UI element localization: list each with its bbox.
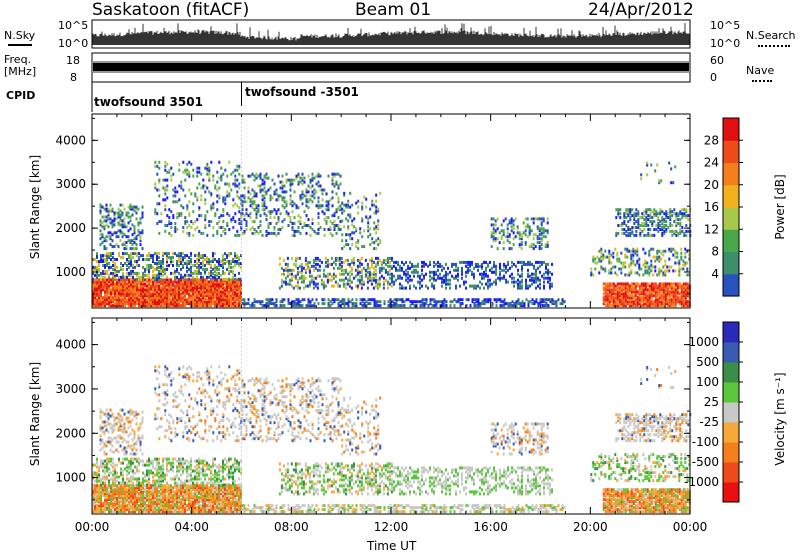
- nsky-tick-high: 10^5: [58, 19, 89, 32]
- power-colorbar-tick-label: 20: [704, 178, 719, 192]
- velocity-colorbar-segment: [723, 462, 739, 483]
- velocity-xtick-label: 00:00: [75, 520, 110, 534]
- velocity-colorbar-segment: [723, 342, 739, 363]
- freq-label: Freq.: [4, 53, 32, 66]
- velocity-colorbar-tick-label: -25: [699, 415, 719, 429]
- power-colorbar-segment: [723, 118, 739, 141]
- velocity-colorbar-frame: [722, 321, 740, 503]
- power-colorbar-tick-label: 8: [711, 245, 719, 259]
- freq-tick-high: 18: [66, 54, 80, 67]
- velocity-colorbar-segment: [723, 322, 739, 343]
- nsky-legend-line: [8, 44, 32, 46]
- nave-tick-high: 60: [710, 54, 724, 67]
- power-colorbar-label: Power [dB]: [773, 174, 787, 240]
- nsky-label: N.Sky: [4, 29, 36, 42]
- power-colorbar-tick-label: 24: [704, 156, 719, 170]
- velocity-ytick-label: 1000: [55, 471, 86, 485]
- power-ylabel: Slant Range [km]: [28, 154, 42, 260]
- nave-legend-line: [752, 80, 772, 82]
- power-colorbar-segment: [723, 251, 739, 275]
- velocity-colorbar-tick-label: 100: [696, 375, 719, 389]
- nave-label: Nave: [746, 64, 775, 77]
- power-colorbar-tick-label: 28: [704, 133, 719, 147]
- velocity-ytick-label: 3000: [55, 382, 86, 396]
- date-title: 24/Apr/2012: [588, 0, 694, 20]
- power-colorbar-tick-label: 12: [704, 222, 719, 236]
- velocity-ytick-label: 4000: [55, 338, 86, 352]
- power-colorbar-segment: [723, 184, 739, 208]
- velocity-xtick-label: 16:00: [473, 520, 508, 534]
- velocity-colorbar-tick-label: -100: [692, 435, 719, 449]
- cpid-label: CPID: [6, 89, 36, 102]
- power-colorbar-segment: [723, 207, 739, 230]
- power-ytick-label: 4000: [55, 133, 86, 147]
- nsky-bars: [91, 23, 691, 45]
- power-colorbar-tick-label: 4: [711, 267, 719, 281]
- velocity-colorbar-segment: [723, 482, 739, 503]
- beam-title: Beam 01: [355, 0, 432, 20]
- velocity-xtick-label: 08:00: [274, 520, 309, 534]
- power-colorbar-segment: [723, 140, 739, 164]
- velocity-colorbar-segment: [723, 362, 739, 383]
- velocity-colorbar-tick-label: -500: [692, 455, 719, 469]
- power-colorbar-segment: [723, 273, 739, 297]
- freq-unit-label: [MHz]: [4, 65, 37, 78]
- power-colorbar-tick-label: 16: [704, 200, 719, 214]
- velocity-xtick-label: 12:00: [374, 520, 409, 534]
- cpid-entry-2: twofsound -3501: [245, 85, 359, 99]
- power-colorbar: 4 8 12 16 20 24 28: [704, 117, 743, 297]
- power-ytick-label: 1000: [55, 265, 86, 279]
- velocity-colorbar-tick-label: 1000: [688, 335, 719, 349]
- power-ytick-label: 2000: [55, 221, 86, 235]
- nsearch-label: N.Search: [746, 29, 796, 42]
- velocity-colorbar-tick-label: 500: [696, 355, 719, 369]
- velocity-colorbar-segment: [723, 402, 739, 423]
- velocity-heatmap: [92, 318, 692, 514]
- power-heatmap: [92, 114, 692, 308]
- velocity-xtick-label: 00:00: [673, 520, 708, 534]
- velocity-xtick-label: 04:00: [174, 520, 209, 534]
- velocity-ytick-label: 2000: [55, 426, 86, 440]
- station-title: Saskatoon (fitACF): [92, 0, 250, 20]
- velocity-colorbar-tick-label: -1000: [684, 475, 719, 489]
- freq-tick-low: 8: [70, 71, 77, 84]
- nave-ticks: [91, 61, 691, 73]
- cpid-entry-1: twofsound 3501: [94, 95, 203, 109]
- time-xlabel: Time UT: [367, 539, 417, 553]
- velocity-colorbar: 1000 500 100 25 -25 -100 -500 -1000: [684, 321, 743, 503]
- velocity-colorbar-tick-label: 25: [704, 395, 719, 409]
- power-colorbar-segment: [723, 162, 739, 186]
- nsearch-tick-high: 10^5: [710, 19, 741, 32]
- power-colorbar-segment: [723, 229, 739, 253]
- nsky-tick-low: 10^0: [58, 37, 89, 50]
- power-ytick-label: 3000: [55, 177, 86, 191]
- velocity-colorbar-label: Velocity [m s⁻¹]: [773, 372, 787, 466]
- velocity-ylabel: Slant Range [km]: [28, 361, 42, 467]
- velocity-colorbar-segment: [723, 382, 739, 403]
- freq-band: [93, 63, 689, 71]
- velocity-colorbar-segment: [723, 442, 739, 463]
- nsearch-legend-line: [758, 45, 790, 47]
- velocity-xtick-label: 20:00: [573, 520, 608, 534]
- nave-tick-low: 0: [710, 71, 717, 84]
- nsky-trace: [91, 23, 691, 45]
- nsearch-tick-low: 10^0: [710, 37, 741, 50]
- velocity-colorbar-segment: [723, 422, 739, 443]
